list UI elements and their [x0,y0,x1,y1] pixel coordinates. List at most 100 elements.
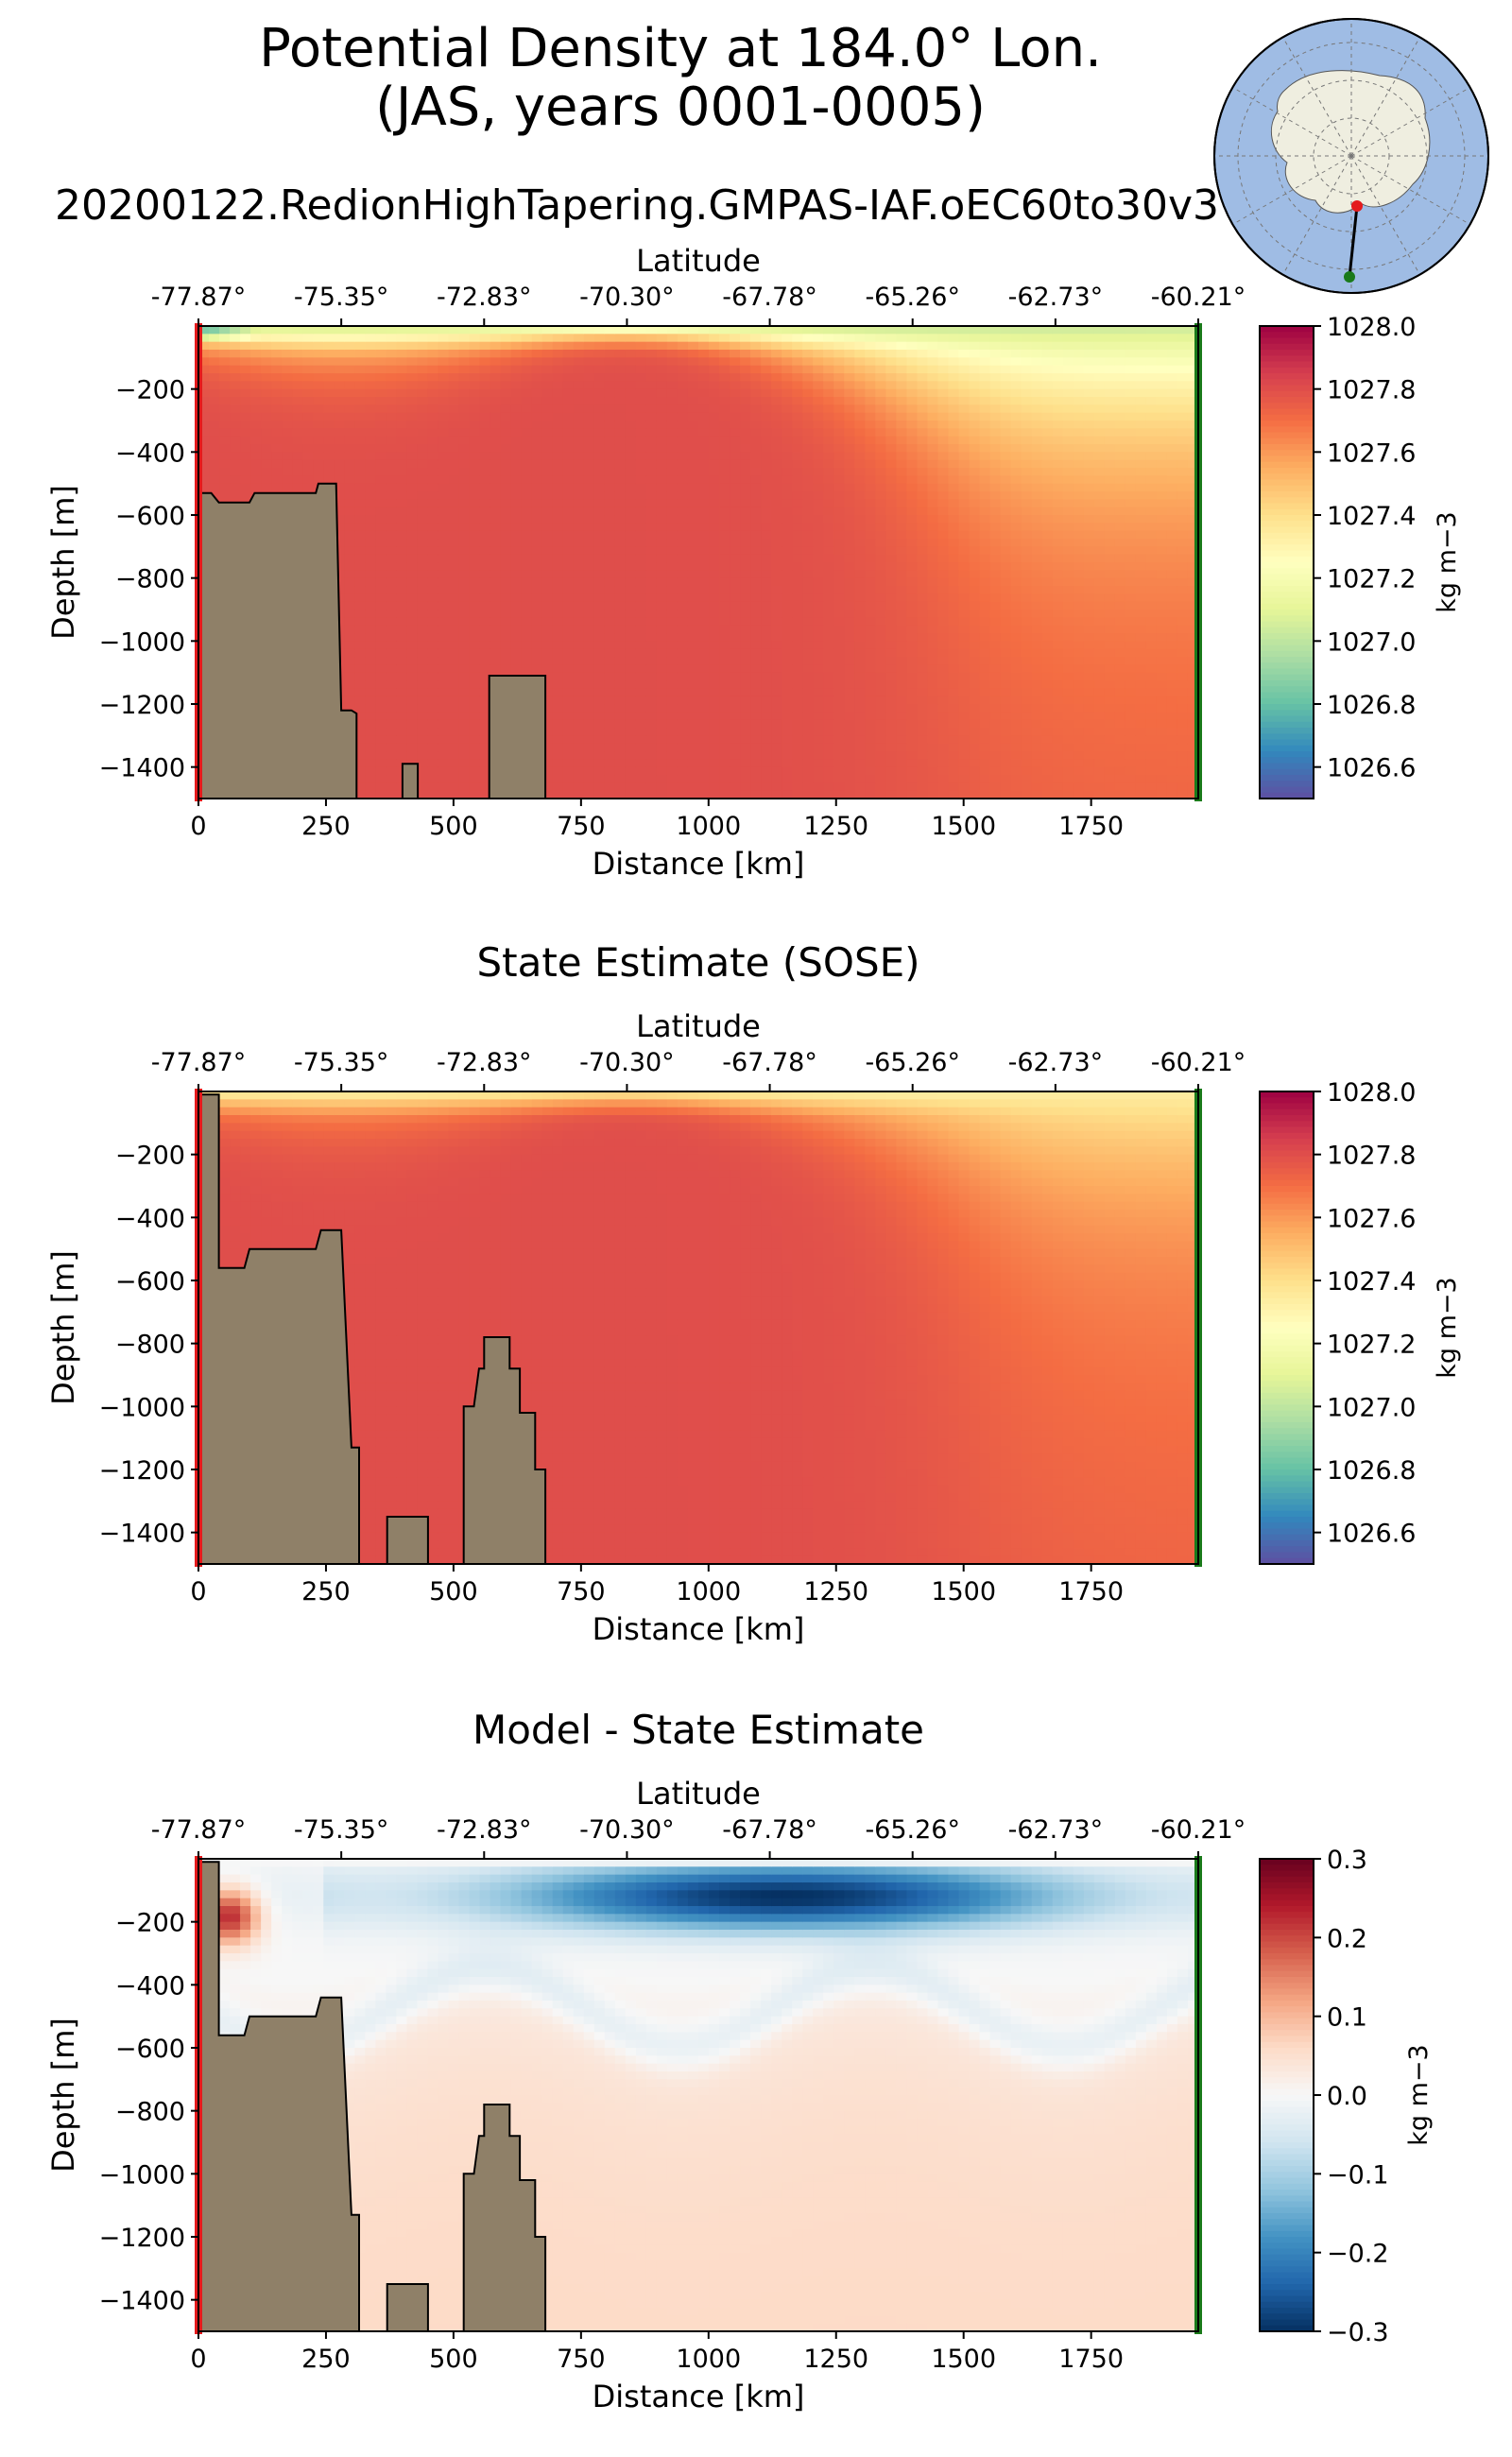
heatmap-cell [625,326,637,335]
heatmap-cell [573,625,585,634]
heatmap-cell [844,657,855,665]
heatmap-cell [792,672,803,681]
heatmap-cell [917,468,929,476]
heatmap-cell [1052,617,1064,627]
heatmap-cell [354,546,366,556]
heatmap-cell [677,404,689,414]
heatmap-cell [854,696,866,705]
heatmap-cell [719,475,730,485]
heatmap-cell [875,712,886,721]
heatmap-cell [250,388,262,398]
heatmap-cell [583,507,595,516]
heatmap-cell [666,641,679,650]
heatmap-cell [438,672,450,681]
heatmap-cell [677,546,689,556]
heatmap-cell [844,421,855,429]
heatmap-cell [948,459,960,469]
heatmap-cell [761,499,772,508]
heatmap-cell [261,388,272,398]
heatmap-cell [833,388,845,398]
heatmap-cell [709,412,720,421]
heatmap-cell [989,499,1002,508]
heatmap-cell [386,507,397,516]
heatmap-cell [625,704,637,713]
heatmap-cell [479,751,491,760]
heatmap-cell [510,428,523,438]
heatmap-cell [656,530,668,540]
heatmap-cell [917,664,929,674]
heatmap-cell [479,735,491,745]
heatmap-cell [500,491,512,500]
heatmap-cell [406,436,419,445]
heatmap-cell [573,554,585,563]
heatmap-cell [687,775,699,783]
heatmap-cell [917,523,929,532]
heatmap-cell [656,357,668,367]
heatmap-cell [771,381,782,390]
heatmap-cell [635,704,647,713]
heatmap-cell [709,759,720,768]
heatmap-cell [438,388,450,398]
heatmap-cell [1021,365,1033,374]
heatmap-cell [614,617,627,627]
heatmap-cell [458,404,471,414]
heatmap-cell [677,672,689,681]
heatmap-cell [979,719,991,729]
heatmap-cell [687,610,699,618]
heatmap-cell [979,397,991,405]
heatmap-cell [666,688,679,697]
heatmap-cell [635,341,647,351]
heatmap-cell [510,641,523,650]
heatmap-cell [833,704,845,713]
heatmap-cell [979,601,991,610]
heatmap-cell [625,554,637,563]
heatmap-cell [854,326,866,335]
heatmap-cell [927,452,939,461]
heatmap-cell [562,444,575,453]
heatmap-cell [771,436,782,445]
map-start-dot [1351,200,1363,212]
heatmap-cell [521,404,533,414]
heatmap-cell [761,459,772,469]
heatmap-cell [448,735,460,745]
heatmap-cell [833,475,845,485]
heatmap-cell [645,491,658,500]
heatmap-cell [469,570,481,579]
heatmap-cell [417,719,429,729]
heatmap-cell [510,515,523,524]
heatmap-cell [761,743,772,752]
heatmap-cell [635,530,647,540]
heatmap-cell [427,719,439,729]
heatmap-cell [813,790,824,799]
heatmap-cell [510,444,523,453]
heatmap-cell [656,341,668,351]
heatmap-cell [1041,641,1054,650]
heatmap-cell [1052,601,1064,610]
heatmap-cell [917,657,929,665]
heatmap-cell [198,452,210,461]
heatmap-cell [844,766,855,776]
heatmap-cell [614,743,627,752]
heatmap-cell [844,546,855,556]
heatmap-cell [687,444,699,453]
heatmap-cell [730,546,741,556]
heatmap-cell [1021,523,1033,532]
heatmap-cell [541,570,554,579]
heatmap-cell [719,680,730,689]
heatmap-cell [937,657,950,665]
heatmap-cell [427,515,439,524]
heatmap-cell [792,388,803,398]
heatmap-cell [375,617,387,627]
heatmap-cell [730,491,741,500]
heatmap-cell [698,428,710,438]
heatmap-cell [490,554,502,563]
heatmap-cell [906,334,919,343]
heatmap-cell [958,546,971,556]
heatmap-cell [750,735,762,745]
heatmap-cell [354,499,366,508]
heatmap-cell [500,515,512,524]
heatmap-cell [802,436,814,445]
heatmap-cell [427,735,439,745]
heatmap-cell [854,554,866,563]
heatmap-cell [989,625,1002,634]
